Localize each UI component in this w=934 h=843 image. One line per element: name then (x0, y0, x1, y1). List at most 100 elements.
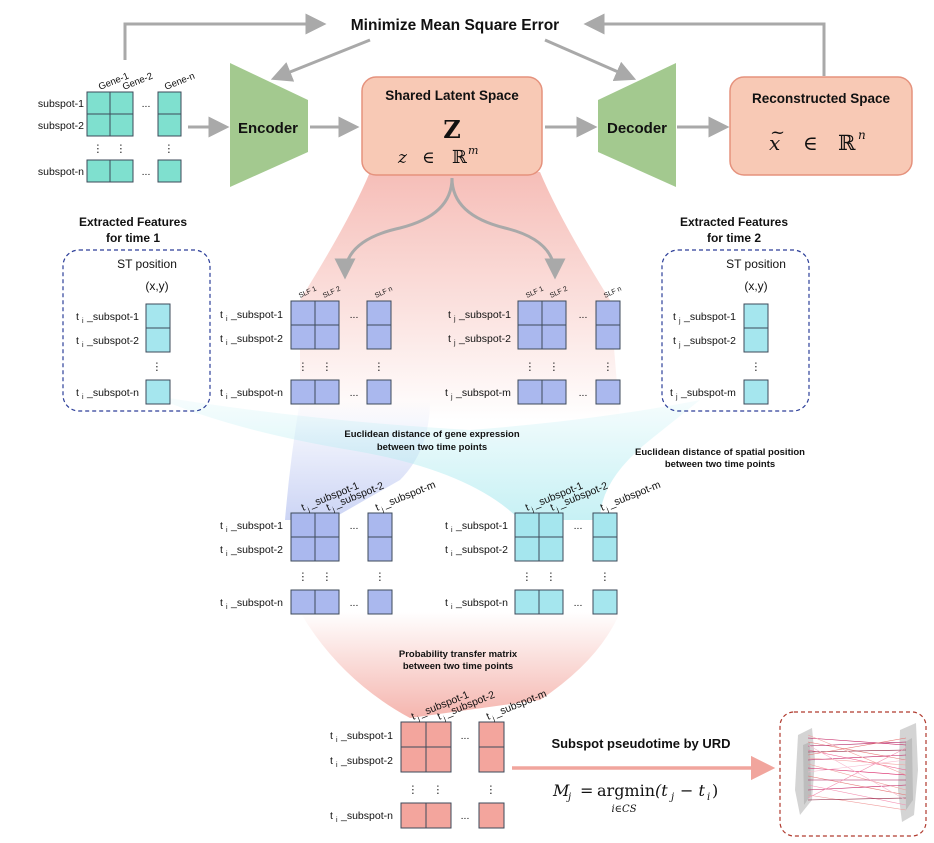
vdots: ⋮ (322, 361, 333, 373)
t-subscript: j (678, 342, 681, 349)
decoder-block (598, 63, 676, 187)
t-prefix: t (549, 502, 556, 514)
slf-ti-cells (290, 300, 392, 405)
t-prefix: t (485, 711, 492, 723)
reconstructed-space-box (729, 76, 913, 176)
mse-loop (123, 13, 826, 82)
row-label: subspot-1 (38, 98, 84, 110)
t-prefix: t (300, 502, 307, 514)
vdots: ⋮ (603, 361, 614, 373)
matrix-cell (109, 113, 134, 137)
vdots: ⋮ (322, 571, 333, 583)
t-prefix: t (76, 387, 79, 399)
recon-in: ∈ (803, 131, 818, 155)
ellipsis: ... (350, 387, 359, 399)
t-prefix: t (325, 502, 332, 514)
matrix-cell (290, 589, 316, 615)
row-label: _subspot-n (230, 387, 283, 399)
t-subscript: j (380, 507, 385, 515)
matrix-cell (400, 721, 427, 748)
latent-title: Shared Latent Space (385, 88, 519, 103)
matrix-cell (541, 324, 567, 350)
t-prefix: t (220, 520, 223, 532)
matrix-cell (367, 589, 393, 615)
ellipsis: ... (574, 597, 583, 609)
gene-distance-label: Euclidean distance of gene expression (344, 429, 519, 440)
t-prefix: t (448, 333, 451, 345)
vdots: ⋮ (600, 571, 611, 583)
formula-lhs: M (552, 781, 570, 800)
mse-loop-left (123, 13, 327, 60)
encoder-label: Encoder (238, 120, 298, 137)
t-subscript: i (226, 316, 228, 323)
row-label: _subspot-2 (230, 544, 283, 556)
latent-split-arrows (334, 177, 566, 280)
latent-symbol: Z (443, 115, 461, 144)
matrix-cell (314, 589, 340, 615)
t-prefix: t (673, 311, 676, 323)
ellipsis: ... (579, 387, 588, 399)
latent-glow (300, 172, 620, 420)
matrix-cell (157, 91, 182, 115)
matrix-cell (595, 379, 621, 405)
formula-lhs-sub: j (566, 792, 571, 803)
formula-eq: = (580, 781, 593, 800)
tissue-slice-left (795, 728, 815, 815)
latent-in: ∈ (422, 148, 435, 168)
vdots: ⋮ (374, 361, 385, 373)
row-label: _subspot-2 (86, 335, 139, 347)
t-prefix: t (330, 730, 333, 742)
latent-to-slf-tj-arrow (450, 177, 566, 280)
matrix-cell (366, 379, 392, 405)
vdots: ⋮ (116, 143, 127, 155)
t-subscript: i (82, 342, 84, 349)
matrix-cell (145, 379, 171, 405)
t-subscript: j (331, 507, 336, 515)
recon-title: Reconstructed Space (752, 91, 891, 106)
matrix-cell (541, 379, 567, 405)
vdots: ⋮ (486, 784, 497, 796)
matrix-cell (314, 536, 340, 562)
matrix-cell (743, 303, 769, 329)
matrix-cell (514, 536, 540, 562)
transfer-label: Probability transfer matrix (399, 649, 518, 660)
row-label: _subspot-1 (340, 730, 393, 742)
matrix-cell (425, 721, 452, 748)
t-subscript: j (675, 394, 678, 401)
t-subscript: j (491, 716, 496, 724)
t-prefix: t (410, 711, 417, 723)
matrix-cell (478, 721, 505, 748)
st-position-label: ST position (726, 257, 786, 271)
matrix-cell (366, 324, 392, 350)
vdots: ⋮ (546, 571, 557, 583)
t-subscript: j (306, 507, 311, 515)
t-subscript: i (336, 762, 338, 769)
input-matrix-cells (86, 91, 182, 183)
matrix-cell (538, 589, 564, 615)
transfer-matrix: t j_subspot-1 t j_subspot-2 t j_subspot-m t… (330, 688, 549, 829)
objective-label: Minimize Mean Square Error (351, 17, 559, 34)
latent-m: m (468, 144, 478, 157)
vdots: ⋮ (152, 361, 163, 373)
features-time1-box (62, 249, 211, 412)
col-header: SLF n (603, 286, 623, 300)
row-label: _subspot-n (230, 597, 283, 609)
t-prefix: t (445, 520, 448, 532)
decoder-label: Decoder (607, 120, 667, 137)
matrix-cell (367, 536, 393, 562)
formula-args: (t (655, 781, 668, 800)
vdots: ⋮ (751, 361, 762, 373)
t-prefix: t (445, 544, 448, 556)
recon-R: ℝ (838, 131, 856, 155)
vdots: ⋮ (375, 571, 386, 583)
t-prefix: t (673, 335, 676, 347)
latent-z: z (397, 148, 408, 168)
pseudotime-label: Subspot pseudotime by URD (551, 736, 730, 751)
matrix-cell (538, 536, 564, 562)
matrix-cell (425, 746, 452, 773)
t-subscript: i (82, 318, 84, 325)
matrix-cell (517, 324, 543, 350)
t-prefix: t (599, 502, 606, 514)
t-subscript: j (605, 507, 610, 515)
